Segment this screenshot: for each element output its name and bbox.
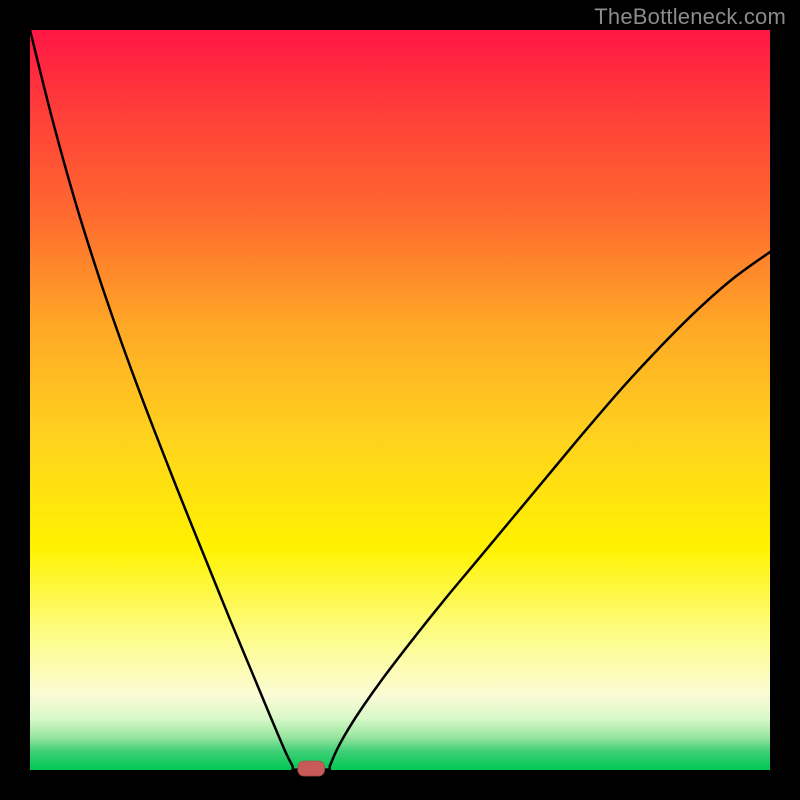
valley-floor-marker	[298, 761, 325, 776]
plot-background	[30, 30, 770, 770]
stage: TheBottleneck.com	[0, 0, 800, 800]
plot-svg	[0, 0, 800, 800]
